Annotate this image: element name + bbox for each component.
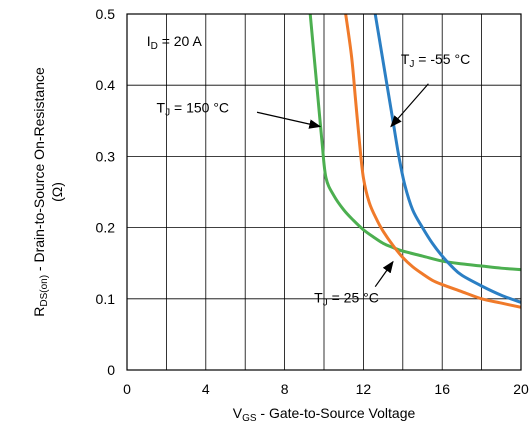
y-tick-label: 0.1: [96, 291, 116, 307]
y-axis-label-sub: DS(on): [39, 275, 50, 307]
series-line: [373, 14, 521, 304]
y-axis-label: RDS(on) - Drain-to-Source On-Resistance …: [31, 67, 65, 317]
condition-label: ID = 20 A: [147, 33, 203, 52]
annotation-label: TJ = 25 °C: [314, 289, 379, 308]
y-axis-label-line1: RDS(on) - Drain-to-Source On-Resistance: [31, 67, 50, 317]
x-axis-label-sub: GS: [242, 413, 257, 424]
x-tick-label: 16: [434, 381, 450, 397]
y-tick-label: 0: [107, 362, 115, 378]
x-tick-label: 0: [123, 381, 131, 397]
x-axis-label-main: V: [233, 405, 243, 421]
annotation-label: TJ = -55 °C: [401, 51, 470, 70]
condition-sub: D: [151, 41, 158, 52]
grid: [127, 13, 522, 370]
tick-labels: 0 4 8 12 16 20 0 0.1 0.2 0.3 0.4 0.5: [96, 6, 529, 397]
annotations: TJ = 150 °C TJ = -55 °C TJ = 25 °C: [157, 51, 471, 309]
series-line: [344, 14, 521, 309]
annotation-arrow: [390, 83, 429, 128]
annotation-label: TJ = 150 °C: [157, 99, 229, 118]
annotation-arrow: [374, 260, 394, 288]
y-tick-label: 0.4: [96, 77, 116, 93]
x-axis-label: VGS - Gate-to-Source Voltage: [233, 405, 416, 424]
plot-frame: [126, 13, 522, 371]
y-axis-label-line2: (Ω): [49, 182, 65, 202]
y-tick-label: 0.2: [96, 220, 116, 236]
annotation-arrow: [256, 111, 322, 129]
x-tick-label: 12: [356, 381, 372, 397]
x-tick-label: 20: [513, 381, 529, 397]
y-axis-label-main: R: [31, 307, 47, 317]
condition-main: I: [147, 33, 151, 49]
series-line: [308, 14, 521, 272]
series-group: [308, 14, 521, 309]
y-axis-label-rest: - Drain-to-Source On-Resistance: [31, 67, 47, 275]
condition-rest: = 20 A: [158, 33, 203, 49]
y-tick-label: 0.5: [96, 6, 116, 22]
x-axis-label-rest: - Gate-to-Source Voltage: [257, 405, 416, 421]
x-tick-label: 8: [281, 381, 289, 397]
x-tick-label: 4: [202, 381, 210, 397]
y-tick-label: 0.3: [96, 148, 116, 164]
